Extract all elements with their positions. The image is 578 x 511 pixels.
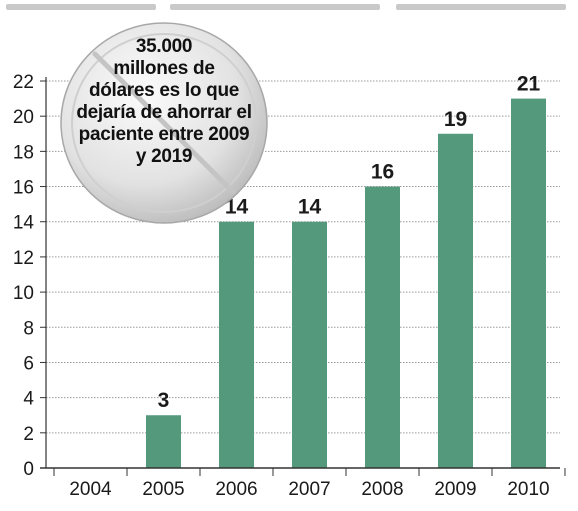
bars xyxy=(146,98,546,469)
bar xyxy=(219,221,254,468)
bar xyxy=(511,98,546,468)
callout-line: y 2019 xyxy=(135,146,193,167)
y-tick-label: 8 xyxy=(23,318,34,339)
callout-line: dólares es lo que xyxy=(88,80,240,101)
x-axis: 2004 2005 2006 2007 2008 2009 2010 xyxy=(40,467,566,500)
callout-line: millones de xyxy=(113,58,215,79)
value-label: 21 xyxy=(517,73,541,96)
x-tick-label: 2009 xyxy=(434,479,476,500)
value-label: 14 xyxy=(298,196,322,219)
value-labels: 3 14 14 16 19 21 xyxy=(158,73,541,413)
value-label: 14 xyxy=(225,196,249,219)
y-tick-label: 14 xyxy=(13,213,35,234)
x-tick-label: 2008 xyxy=(361,479,403,500)
y-tick-label: 22 xyxy=(13,72,34,93)
pill-icon xyxy=(60,22,268,224)
callout-line: paciente entre 2009 xyxy=(78,124,250,145)
x-tick-label: 2006 xyxy=(215,479,257,500)
y-tick-label: 0 xyxy=(23,459,34,480)
bar xyxy=(146,415,181,468)
y-tick-label: 16 xyxy=(13,178,34,199)
value-label: 3 xyxy=(158,389,170,412)
callout-line: dejaría de ahorrar el xyxy=(76,102,252,123)
pill-callout-text: 35.000 millones de dólares es lo que dej… xyxy=(72,36,256,168)
y-tick-label: 18 xyxy=(13,142,34,163)
y-tick-label: 4 xyxy=(23,389,34,410)
y-tick-label: 6 xyxy=(23,353,34,374)
y-tick-label: 20 xyxy=(13,107,34,128)
x-tick-label: 2004 xyxy=(69,479,112,500)
cropped-header-strip xyxy=(0,0,578,18)
value-label: 19 xyxy=(444,108,467,131)
x-tick-label: 2005 xyxy=(142,479,184,500)
value-label: 16 xyxy=(371,161,394,184)
bar xyxy=(438,133,473,469)
x-tick-label: 2007 xyxy=(288,479,330,500)
y-tick-label: 10 xyxy=(13,283,34,304)
y-tick-label: 12 xyxy=(13,248,34,269)
x-tick-label: 2010 xyxy=(507,479,549,500)
bar xyxy=(292,221,327,468)
bar xyxy=(365,186,400,468)
callout-line: 35.000 xyxy=(135,36,193,57)
y-axis: 0 2 4 6 8 10 12 14 16 18 20 22 xyxy=(13,72,47,480)
y-tick-label: 2 xyxy=(23,424,34,445)
